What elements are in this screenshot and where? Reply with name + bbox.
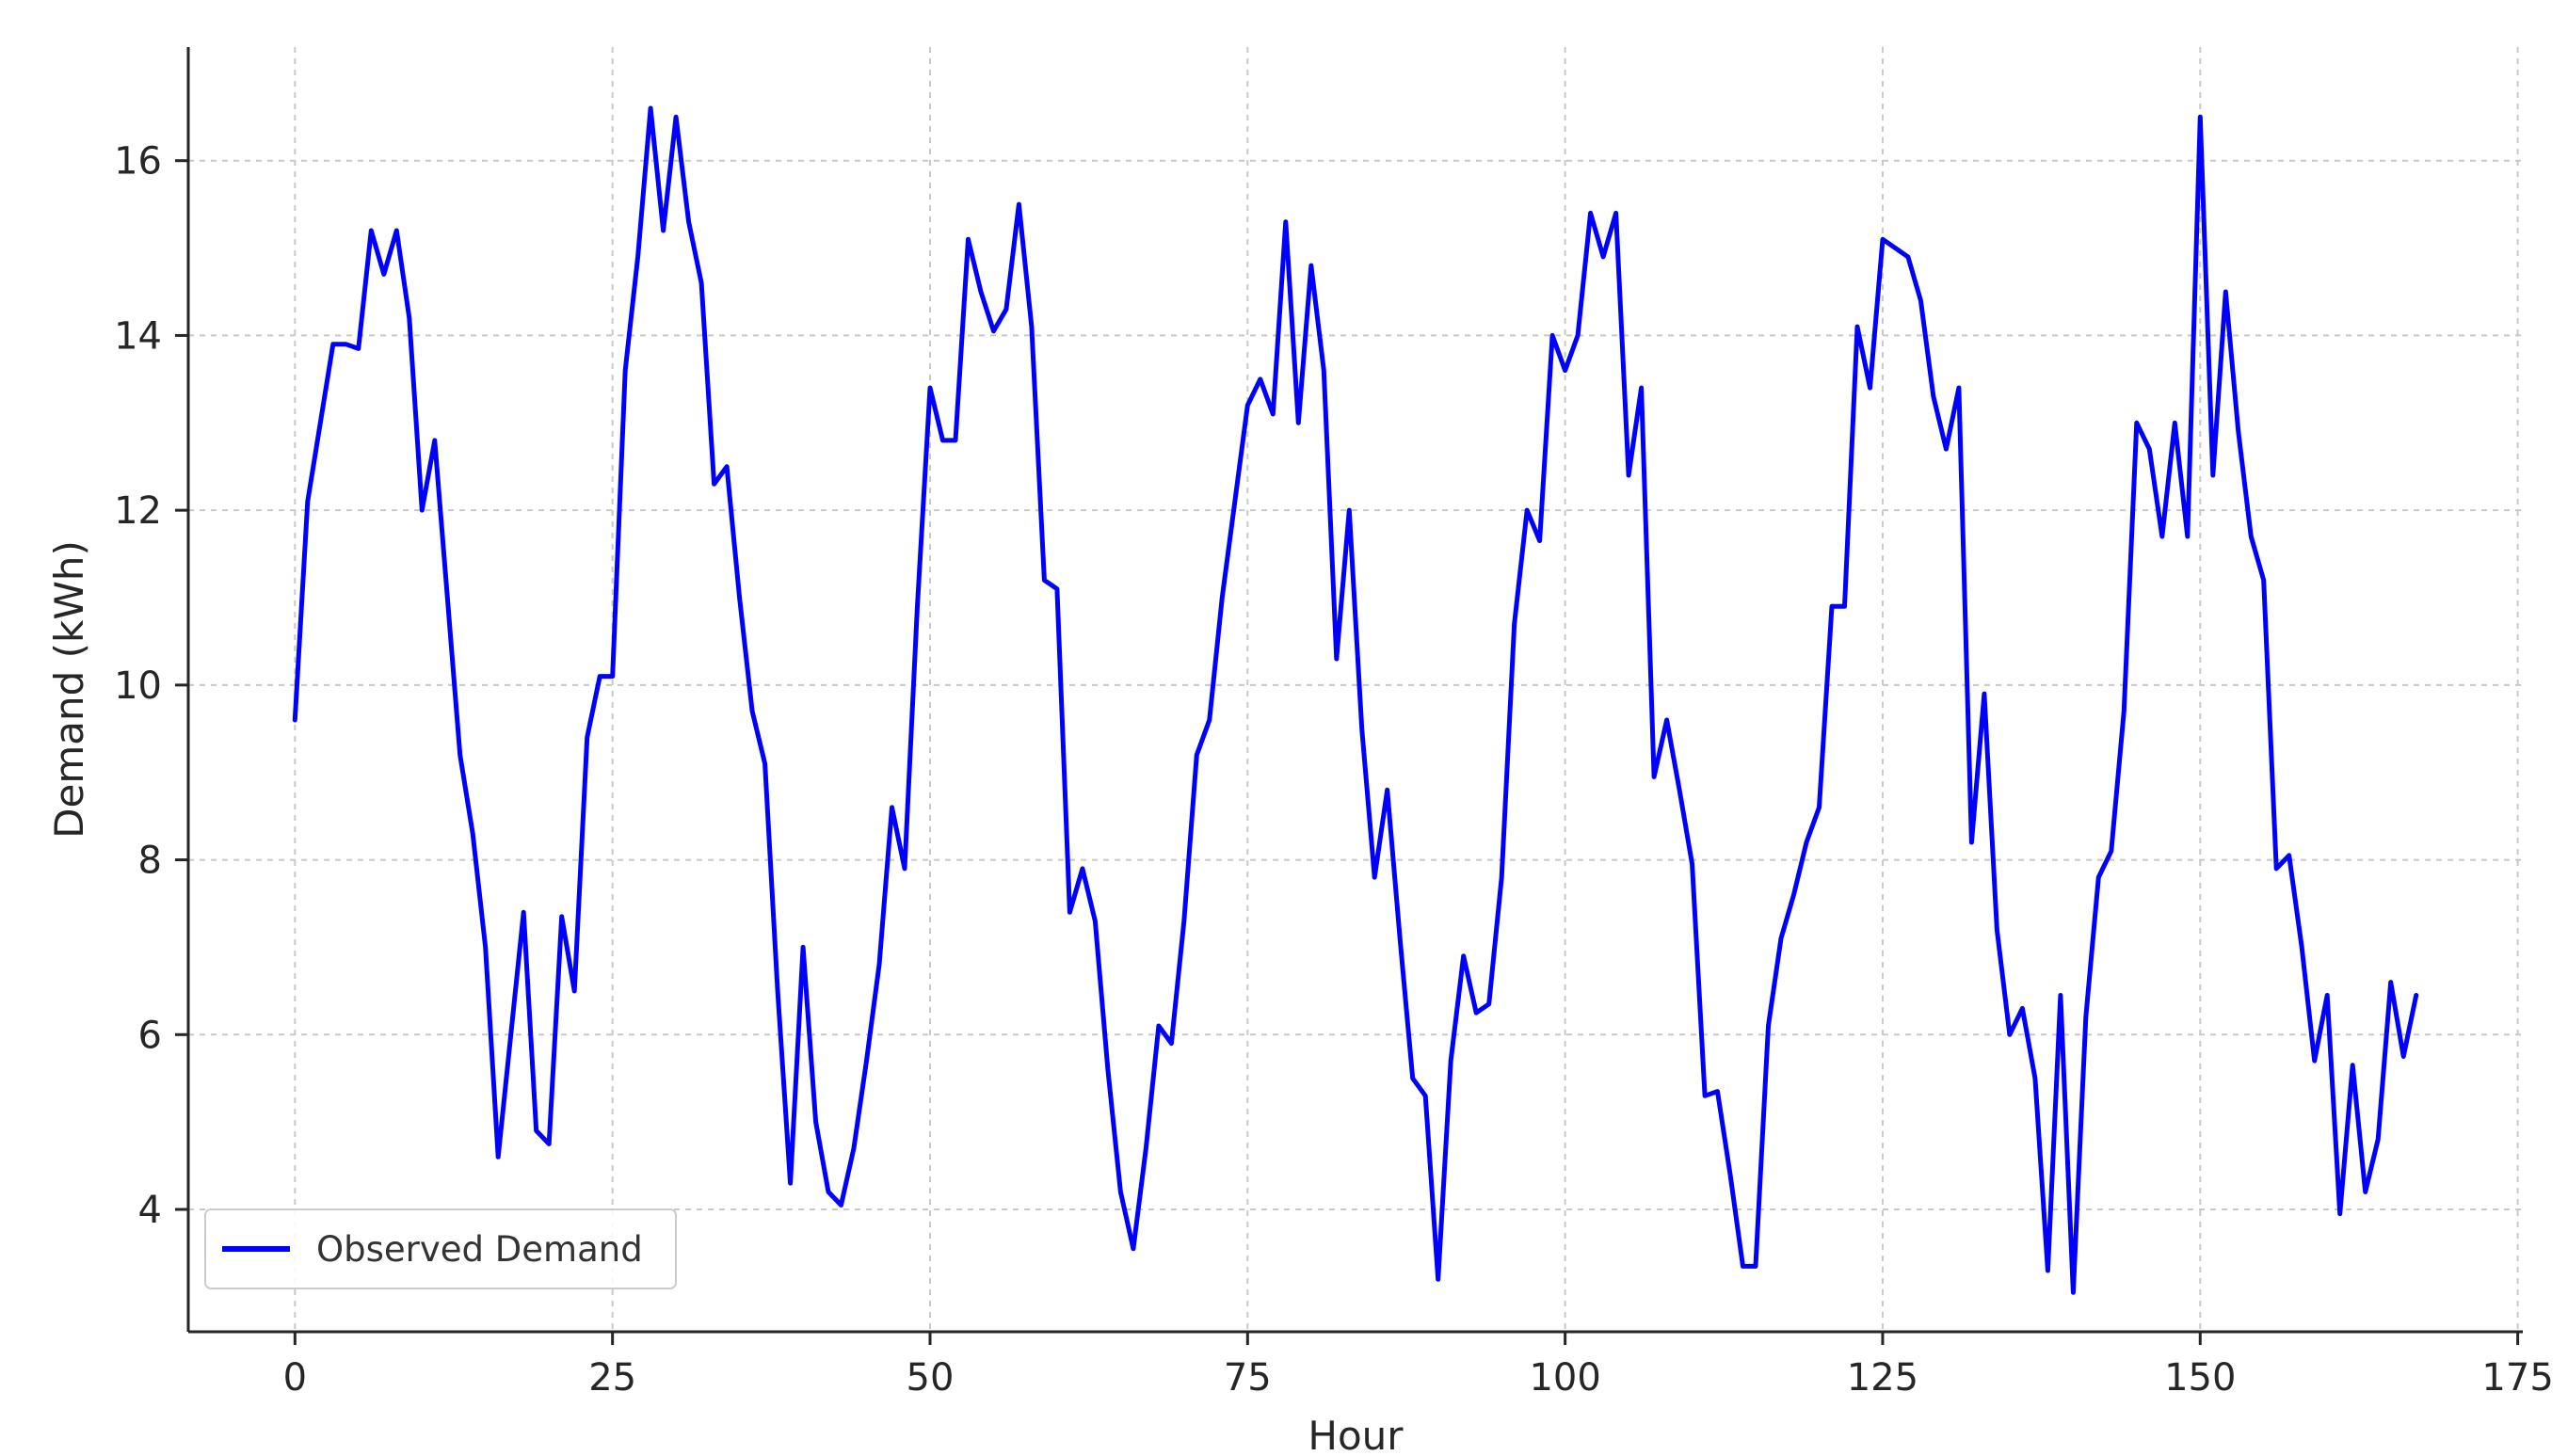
- y-tick-label-12: 12: [114, 489, 162, 533]
- x-tick-label-125: 125: [1847, 1356, 1918, 1400]
- x-axis-title: Hour: [1308, 1413, 1404, 1456]
- legend: Observed Demand: [204, 1208, 677, 1289]
- legend-label-observed-demand: Observed Demand: [316, 1229, 643, 1270]
- x-tick-label-0: 0: [283, 1356, 307, 1400]
- y-axis-ticks: 4 6 8 10 12 14 16: [114, 140, 188, 1232]
- x-tick-label-150: 150: [2164, 1356, 2236, 1400]
- x-tick-label-25: 25: [588, 1356, 636, 1400]
- series-lines: [292, 105, 2419, 1295]
- y-tick-label-8: 8: [138, 840, 162, 883]
- y-axis-title: Demand (kWh): [46, 540, 92, 839]
- series-line-observed-demand: [292, 105, 2419, 1295]
- x-tick-label-75: 75: [1224, 1356, 1272, 1400]
- axes: [186, 47, 2523, 1334]
- y-tick-label-6: 6: [138, 1014, 162, 1057]
- x-tick-label-50: 50: [907, 1356, 955, 1400]
- grid-lines: [188, 47, 2523, 1332]
- y-tick-label-16: 16: [114, 140, 162, 184]
- y-tick-label-10: 10: [114, 664, 162, 708]
- y-tick-label-14: 14: [114, 314, 162, 358]
- legend-box: [204, 1208, 677, 1289]
- x-tick-label-175: 175: [2481, 1356, 2553, 1400]
- x-tick-label-100: 100: [1529, 1356, 1600, 1400]
- x-axis-ticks: 0 25 50 75 100 125 150 175: [283, 1332, 2554, 1400]
- y-tick-label-4: 4: [138, 1189, 162, 1232]
